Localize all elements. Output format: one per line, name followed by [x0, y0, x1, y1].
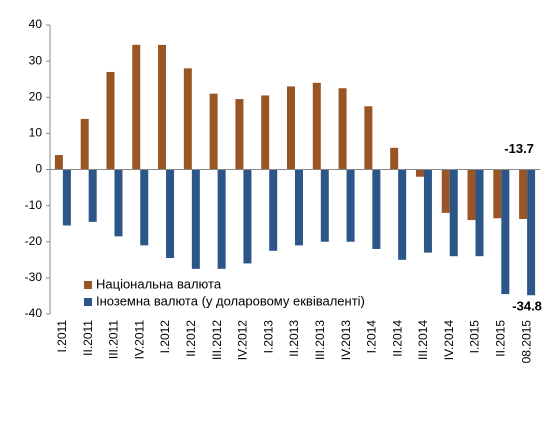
bar: [166, 169, 175, 259]
bar: [183, 68, 192, 170]
bar: [415, 169, 424, 177]
bar: [346, 169, 355, 242]
bar: [140, 169, 149, 246]
y-tick-label: 0: [35, 162, 42, 176]
x-tick-label: II.2011: [81, 320, 95, 356]
bar: [295, 169, 303, 246]
bar: [467, 169, 476, 221]
bar: [106, 71, 115, 170]
x-tick-label: I.2011: [55, 320, 69, 353]
bar: [88, 169, 97, 222]
bar: [527, 169, 536, 296]
bar: [114, 169, 123, 237]
bar: [501, 169, 510, 295]
legend-swatch: [84, 281, 92, 289]
x-tick-label: III.2011: [107, 320, 121, 359]
x-tick-label: IV.2014: [442, 320, 456, 361]
bar: [390, 147, 399, 170]
x-tick-label: I.2013: [261, 320, 275, 354]
bar: [261, 95, 270, 170]
bar: [475, 169, 484, 257]
y-tick-label: 40: [29, 17, 43, 31]
bar: [243, 169, 252, 264]
y-tick-label: 30: [29, 53, 43, 67]
bar: [62, 169, 71, 226]
data-label: -13.7: [504, 141, 534, 156]
y-tick-label: 20: [29, 89, 43, 103]
x-tick-label: I.2015: [468, 320, 482, 354]
x-tick-label: II.2014: [390, 320, 404, 357]
x-tick-label: IV.2013: [339, 320, 353, 361]
data-label: -34.8: [512, 299, 542, 314]
x-tick-label: 08.2015: [519, 320, 533, 364]
x-tick-label: III.2014: [416, 320, 430, 360]
bar: [338, 88, 347, 170]
x-tick-label: III.2013: [313, 320, 327, 360]
y-tick-label: -40: [25, 306, 43, 320]
y-tick-label: -30: [25, 270, 43, 284]
x-tick-label: II.2015: [493, 320, 507, 357]
bar: [372, 169, 381, 249]
y-tick-label: 10: [29, 126, 43, 140]
x-tick-label: IV.2011: [132, 320, 146, 360]
bar: [320, 169, 329, 242]
legend-label: Іноземна валюта (у доларовому еквівалент…: [96, 293, 365, 308]
bar: [312, 82, 321, 170]
legend-swatch: [84, 298, 92, 306]
y-tick-label: -20: [25, 234, 43, 248]
bar: [80, 118, 89, 170]
bar: [441, 169, 450, 213]
bar: [493, 169, 502, 219]
bar: [217, 169, 226, 269]
x-tick-label: II.2013: [287, 320, 301, 357]
bar: [287, 86, 295, 170]
legend-label: Національна валюта: [96, 276, 222, 291]
bar: [449, 169, 458, 257]
x-tick-label: III.2012: [210, 320, 224, 360]
bar: [158, 44, 167, 170]
bar: [398, 169, 407, 260]
bar: [364, 106, 373, 170]
bar: [209, 93, 218, 170]
bar: [519, 169, 528, 219]
bar: [132, 44, 141, 170]
x-tick-label: IV.2012: [236, 320, 250, 361]
bar: [235, 99, 244, 170]
bar: [269, 169, 278, 251]
bar: [191, 169, 200, 269]
x-tick-label: I.2012: [158, 320, 172, 354]
x-tick-label: II.2012: [184, 320, 198, 357]
bar: [54, 155, 63, 170]
bar: [423, 169, 432, 253]
y-tick-label: -10: [25, 198, 43, 212]
x-tick-label: I.2014: [365, 320, 379, 354]
